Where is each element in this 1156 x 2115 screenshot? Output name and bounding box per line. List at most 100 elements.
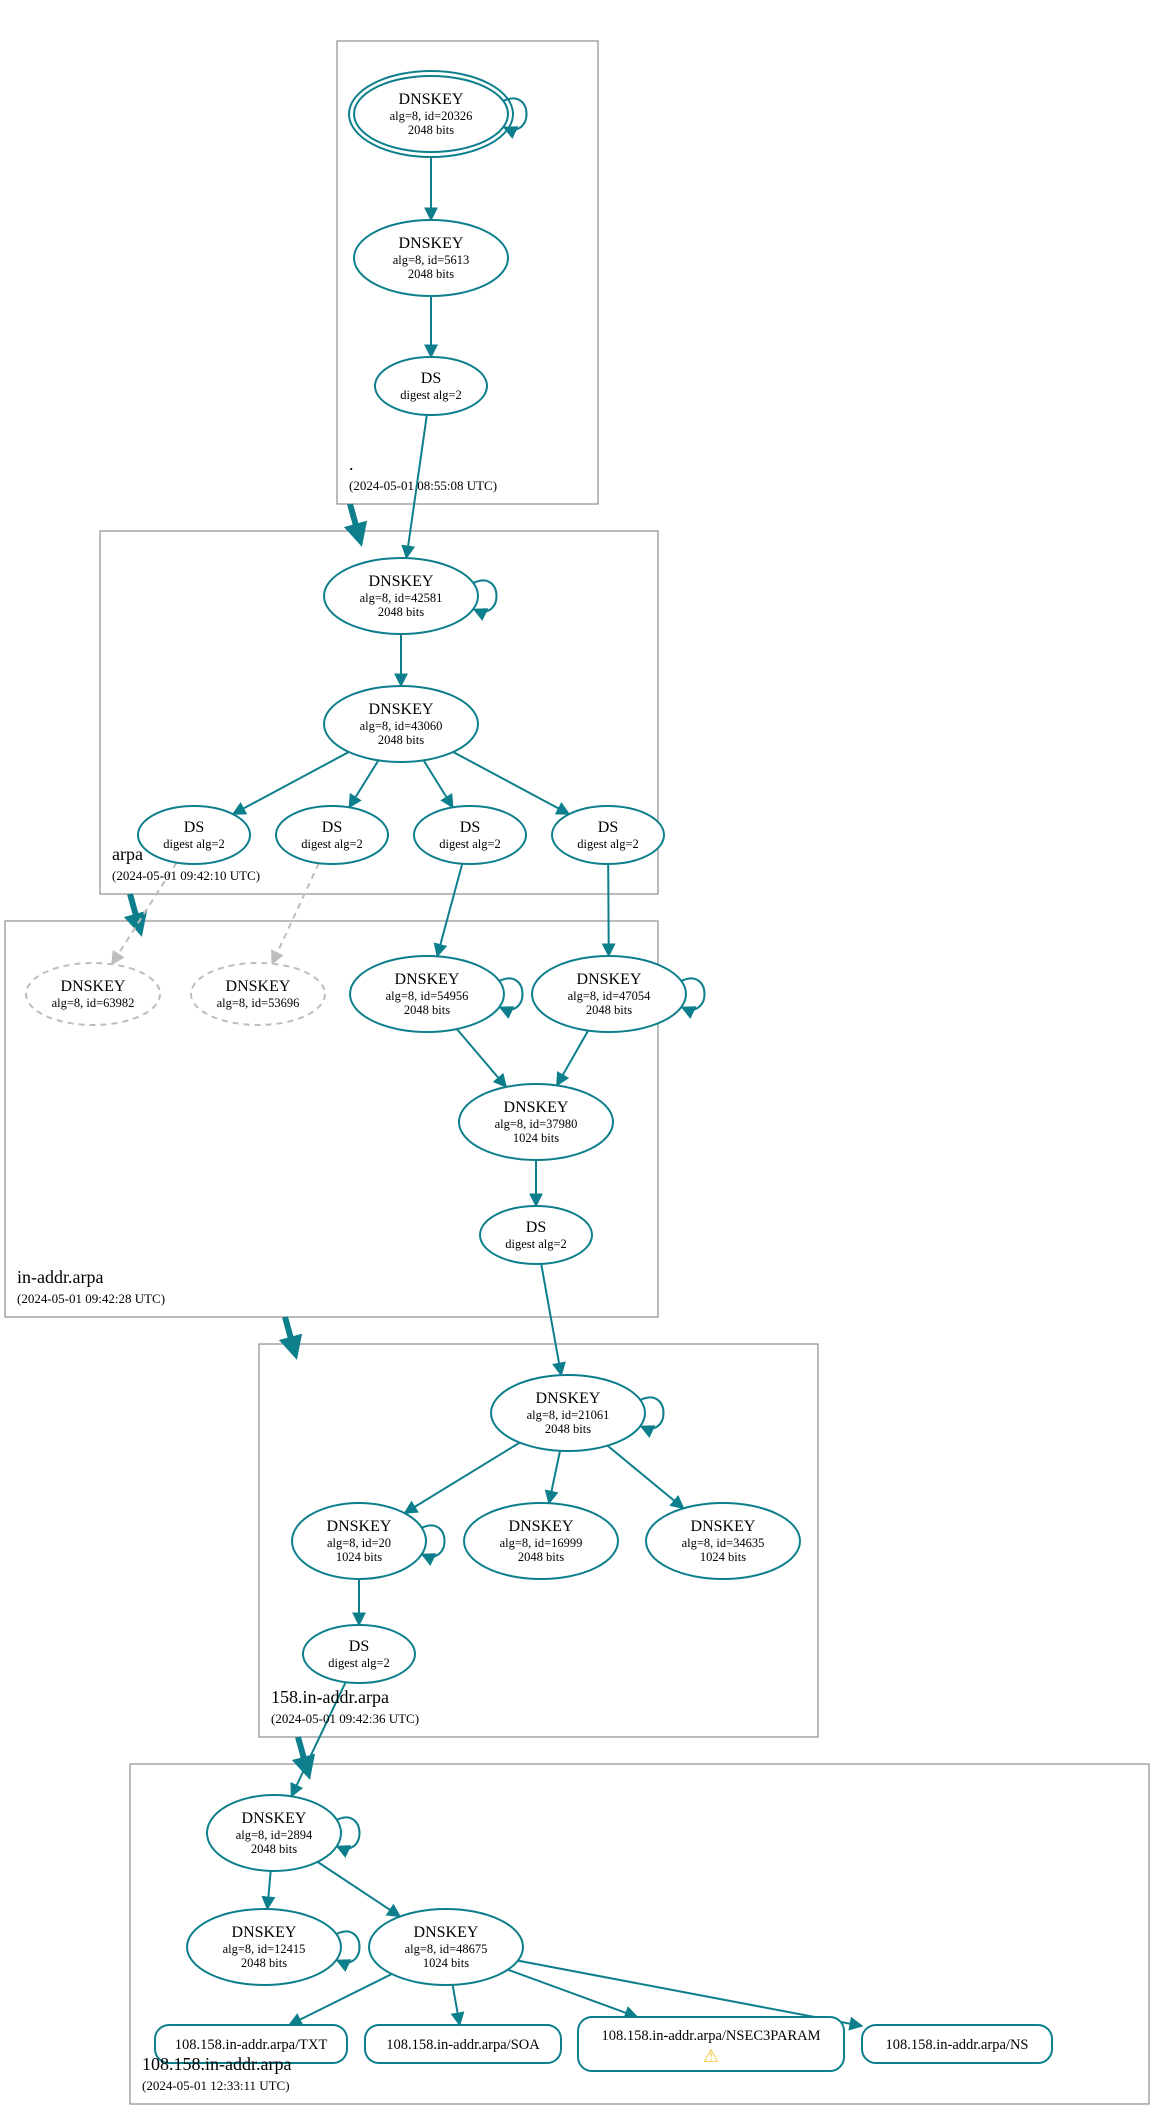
node-subtitle: alg=8, id=53696 [217,996,300,1010]
node-title: DNSKEY [504,1099,569,1116]
rrset-label: 108.158.in-addr.arpa/TXT [175,2037,328,2053]
node-bits: 2048 bits [241,1956,287,1970]
node-arpa_ds3: DSdigest alg=2 [414,806,526,864]
node-arpa_zsk: DNSKEYalg=8, id=430602048 bits [324,686,478,762]
node-title: DS [421,370,441,387]
edge [318,1862,400,1917]
node-subtitle: alg=8, id=2894 [236,1828,313,1842]
node-title: DNSKEY [577,971,642,988]
node-bits: 2048 bits [518,1550,564,1564]
node-subtitle: digest alg=2 [577,837,639,851]
node-title: DS [460,819,480,836]
edge [453,752,569,814]
rrset-label: 108.158.in-addr.arpa/NSEC3PARAM [602,2028,821,2044]
node-subtitle: alg=8, id=54956 [386,989,469,1003]
node-subtitle: alg=8, id=48675 [405,1942,488,1956]
node-z108_ksk: DNSKEYalg=8, id=28942048 bits [207,1795,360,1871]
node-root_ksk: DNSKEYalg=8, id=203262048 bits [349,71,527,157]
node-subtitle: alg=8, id=20326 [390,109,473,123]
node-title: DS [184,819,204,836]
zone-title-root: . [349,454,354,474]
node-title: DNSKEY [232,1924,297,1941]
node-title: DNSKEY [369,701,434,718]
node-z158_ksk: DNSKEYalg=8, id=210612048 bits [491,1375,664,1451]
node-subtitle: alg=8, id=21061 [527,1408,610,1422]
node-bits: 2048 bits [378,605,424,619]
edge [607,1446,683,1509]
rrset-label: 108.158.in-addr.arpa/SOA [386,2037,540,2053]
node-subtitle: digest alg=2 [400,388,462,402]
rrset-rr_nsec3: 108.158.in-addr.arpa/NSEC3PARAM⚠ [578,2017,844,2071]
node-bits: 2048 bits [545,1422,591,1436]
edge [541,1264,561,1375]
node-bits: 1024 bits [423,1956,469,1970]
node-title: DS [526,1219,546,1236]
node-arpa_ds1: DSdigest alg=2 [138,806,250,864]
node-ia_k47054: DNSKEYalg=8, id=470542048 bits [532,956,705,1032]
zone-delegation-arrow [285,1317,295,1353]
node-arpa_ds4: DSdigest alg=2 [552,806,664,864]
zone-title-z158: 158.in-addr.arpa [271,1687,389,1707]
node-title: DNSKEY [399,91,464,108]
node-title: DS [322,819,342,836]
node-bits: 2048 bits [251,1842,297,1856]
edge [608,864,609,956]
edge [405,1443,520,1514]
zone-timestamp-root: (2024-05-01 08:55:08 UTC) [349,478,497,493]
edge [437,864,462,957]
node-title: DNSKEY [536,1390,601,1407]
node-ia_k63982: DNSKEYalg=8, id=63982 [26,963,160,1025]
node-bits: 2048 bits [586,1003,632,1017]
zone-timestamp-z158: (2024-05-01 09:42:36 UTC) [271,1711,419,1726]
node-root_zsk: DNSKEYalg=8, id=56132048 bits [354,220,508,296]
node-ia_k37980: DNSKEYalg=8, id=379801024 bits [459,1084,613,1160]
node-title: DNSKEY [369,573,434,590]
node-z158_k20: DNSKEYalg=8, id=201024 bits [292,1503,445,1579]
edge [457,1029,506,1087]
node-title: DNSKEY [395,971,460,988]
node-title: DNSKEY [226,978,291,995]
edge [289,1974,392,2025]
node-title: DS [349,1638,369,1655]
edge [272,863,319,964]
node-subtitle: digest alg=2 [163,837,225,851]
node-ia_k54956: DNSKEYalg=8, id=549562048 bits [350,956,523,1032]
node-subtitle: alg=8, id=42581 [360,591,443,605]
edge [549,1451,560,1503]
node-bits: 1024 bits [513,1131,559,1145]
node-arpa_ds2: DSdigest alg=2 [276,806,388,864]
zone-timestamp-arpa: (2024-05-01 09:42:10 UTC) [112,868,260,883]
edge [349,760,378,807]
node-bits: 1024 bits [336,1550,382,1564]
node-bits: 2048 bits [408,267,454,281]
edge [557,1031,588,1086]
node-title: DNSKEY [509,1518,574,1535]
rrset-rr_ns: 108.158.in-addr.arpa/NS [862,2025,1052,2063]
edge [453,1985,460,2025]
zone-delegation-arrow [130,894,140,930]
node-bits: 2048 bits [378,733,424,747]
node-title: DNSKEY [242,1810,307,1827]
node-bits: 2048 bits [408,123,454,137]
node-bits: 2048 bits [404,1003,450,1017]
node-subtitle: alg=8, id=37980 [495,1117,578,1131]
node-root_ds: DSdigest alg=2 [375,357,487,415]
node-subtitle: digest alg=2 [439,837,501,851]
zone-timestamp-inaddr: (2024-05-01 09:42:28 UTC) [17,1291,165,1306]
edge [267,1871,270,1909]
node-title: DNSKEY [61,978,126,995]
edge [424,760,453,807]
node-subtitle: alg=8, id=16999 [500,1536,583,1550]
edge [233,752,349,814]
node-subtitle: digest alg=2 [301,837,363,851]
dnssec-diagram: DNSKEYalg=8, id=203262048 bitsDNSKEYalg=… [0,0,1156,2115]
node-z158_k34635: DNSKEYalg=8, id=346351024 bits [646,1503,800,1579]
zone-delegation-arrow [350,504,360,540]
node-title: DNSKEY [691,1518,756,1535]
node-z158_ds: DSdigest alg=2 [303,1625,415,1683]
node-subtitle: alg=8, id=63982 [52,996,135,1010]
node-subtitle: digest alg=2 [328,1656,390,1670]
node-z108_k48675: DNSKEYalg=8, id=486751024 bits [369,1909,523,1985]
node-subtitle: alg=8, id=12415 [223,1942,306,1956]
rrset-label: 108.158.in-addr.arpa/NS [886,2037,1029,2053]
